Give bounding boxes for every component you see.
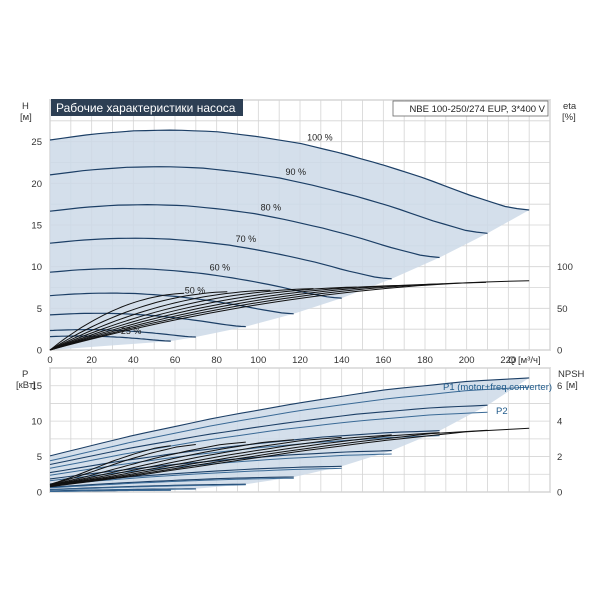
power-y-tick-label: 15 — [31, 381, 42, 392]
power-y-axis-label: P — [22, 369, 28, 380]
x-tick-label: 200 — [459, 355, 475, 366]
p2-curve — [49, 477, 294, 489]
p1-curve — [49, 404, 488, 466]
npsh-y-tick-label: 0 — [557, 488, 562, 499]
speed-curve-label: 100 % — [307, 133, 333, 143]
efficiency-curve — [49, 292, 185, 351]
model-label-box — [392, 100, 549, 117]
npsh-y-tick-label: 6 — [557, 381, 562, 392]
power-y-axis-unit: [кВт] — [16, 380, 36, 391]
speed-curve-label: 90 % — [286, 167, 307, 177]
x-tick-label: 60 — [170, 355, 181, 366]
x-tick-label: 40 — [128, 355, 139, 366]
operating-region — [50, 130, 530, 350]
power-npsh-panel: 0 5 10 15 0 2 4 6 P [кВт] NPSH [м] P1 (motor+f… — [16, 367, 585, 499]
npsh-curve — [49, 441, 246, 486]
head-efficiency-panel: 100 % 90 % 80 % 70 % 60 % 50 % 25 % 0 20 40 60 80 1… — [20, 99, 577, 366]
speed-curve-label: 25 % — [121, 326, 142, 336]
speed-curve — [49, 129, 530, 211]
efficiency-curve — [49, 280, 530, 351]
power-region — [50, 377, 530, 492]
speed-curve — [49, 166, 488, 234]
npsh-y-tick-label: 4 — [557, 417, 562, 428]
p1-curve — [49, 377, 530, 457]
y-tick-label: 10 — [31, 262, 42, 273]
x-tick-label: 20 — [86, 355, 97, 366]
npsh-curve — [49, 439, 294, 486]
y-right-axis-label: eta — [563, 101, 577, 112]
npsh-y-tick-label: 2 — [557, 452, 562, 463]
x-tick-label: 160 — [375, 355, 391, 366]
x-tick-label: 0 — [47, 355, 52, 366]
y-right-axis-unit: [%] — [562, 112, 576, 123]
efficiency-curves — [49, 280, 530, 351]
chart-title: Рабочие характеристики насоса — [56, 101, 236, 115]
p2-curve — [49, 484, 246, 491]
y-axis-label: H — [22, 101, 29, 112]
power-y-tick-label: 10 — [31, 417, 42, 428]
speed-curve — [49, 335, 171, 342]
efficiency-curve — [49, 285, 400, 351]
x-tick-label: 140 — [334, 355, 350, 366]
speed-curve — [49, 292, 294, 315]
chart-title-background — [51, 99, 243, 116]
speed-curve — [49, 237, 392, 280]
npsh-curve — [49, 444, 196, 486]
legend-p2: P2 — [496, 406, 508, 417]
npsh-curves — [49, 427, 530, 488]
p1-curve — [49, 450, 392, 480]
y-tick-label: 15 — [31, 221, 42, 232]
p2-curve — [49, 489, 171, 492]
x-tick-label: 120 — [292, 355, 308, 366]
efficiency-curve — [49, 286, 357, 351]
efficiency-curve — [49, 288, 314, 351]
efficiency-curve — [49, 289, 271, 351]
speed-curve-label: 50 % — [185, 286, 206, 296]
efficiency-curve — [49, 291, 228, 351]
speed-curve-label: 60 % — [210, 263, 231, 273]
npsh-curve — [49, 436, 342, 486]
efficiency-curve — [49, 281, 487, 351]
npsh-axis-unit: [м] — [566, 380, 578, 391]
speed-curve — [49, 203, 440, 259]
npsh-axis-label: NPSH — [558, 369, 585, 380]
efficiency-curve — [49, 283, 443, 351]
x-axis-label: Q [м³/ч] — [508, 355, 541, 366]
speed-curve-label: 70 % — [236, 234, 257, 244]
x-tick-label: 180 — [417, 355, 433, 366]
p2-curve — [49, 411, 488, 469]
y-tick-labels: 0 5 10 15 20 25 — [31, 137, 42, 356]
y-right-tick-labels: 0 50 100 — [557, 262, 573, 356]
power-y-tick-label: 5 — [37, 452, 42, 463]
x-tick-label: 80 — [211, 355, 222, 366]
y-tick-label: 5 — [37, 304, 42, 315]
npsh-curve — [49, 427, 530, 488]
x-tick-labels: 0 20 40 60 80 100 120 140 160 180 200 220 — [47, 355, 516, 366]
legend-p1: P1 (motor+freq.converter) — [443, 382, 552, 393]
y-tick-label: 25 — [31, 137, 42, 148]
y-right-tick-label: 0 — [557, 346, 562, 357]
p1-curve — [49, 476, 294, 488]
x-tick-label: 100 — [250, 355, 266, 366]
y-tick-label: 20 — [31, 179, 42, 190]
npsh-curve — [49, 445, 171, 485]
x-tick-label: 220 — [500, 355, 516, 366]
power-y-tick-labels: 0 5 10 15 — [31, 381, 42, 498]
npsh-curve — [49, 429, 488, 487]
y-axis-unit: [м] — [20, 112, 32, 123]
y-right-tick-label: 100 — [557, 262, 573, 273]
model-label: NBE 100-250/274 EUP, 3*400 V — [409, 104, 545, 115]
speed-curve — [49, 312, 246, 328]
speed-curves: 100 % 90 % 80 % 70 % 60 % 50 % 25 % — [49, 129, 530, 342]
speed-curve-label: 80 % — [261, 203, 282, 213]
y-right-tick-label: 50 — [557, 304, 568, 315]
npsh-curve — [49, 432, 440, 487]
npsh-curve — [49, 434, 392, 487]
npsh-y-tick-labels: 0 2 4 6 — [557, 381, 562, 498]
power-y-tick-label: 0 — [37, 488, 42, 499]
y-tick-label: 0 — [37, 346, 42, 357]
p2-curve — [49, 386, 530, 462]
